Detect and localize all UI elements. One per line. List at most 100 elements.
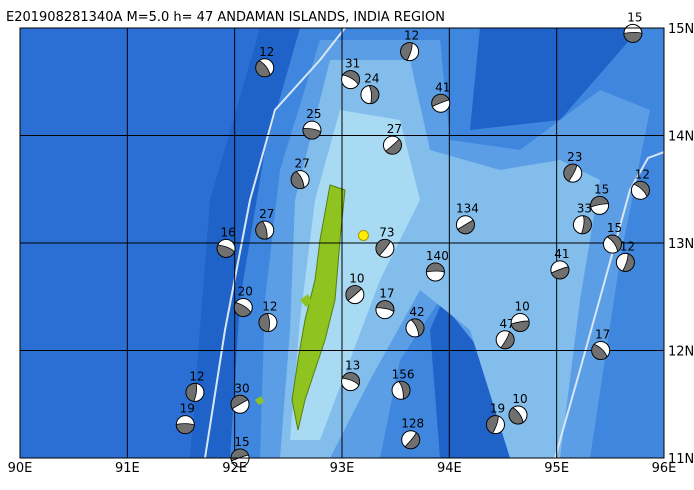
compressional-quadrant: [233, 302, 252, 317]
compressional-quadrant: [400, 42, 413, 61]
depth-label: 25: [306, 107, 321, 121]
x-tick-label: 94E: [437, 461, 462, 476]
epicenter: [357, 229, 369, 241]
compressional-quadrant: [590, 196, 609, 208]
depth-label: 10: [515, 300, 530, 314]
compressional-quadrant: [622, 253, 635, 272]
depth-label: 17: [595, 328, 610, 342]
focal-mechanism: [341, 372, 361, 392]
depth-label: 27: [387, 122, 402, 136]
focal-mechanism: [233, 298, 253, 317]
focal-mechanism: [360, 85, 380, 105]
depth-label: 15: [594, 182, 609, 196]
depth-label: 13: [345, 359, 360, 373]
compressional-quadrant: [345, 285, 363, 302]
depth-label: 30: [234, 381, 249, 395]
focal-mechanism: [345, 285, 365, 305]
compressional-quadrant: [342, 70, 360, 86]
depth-label: 12: [404, 29, 419, 43]
focal-mechanism: [255, 220, 275, 240]
focal-mechanism: [258, 313, 278, 333]
y-tick-label: 13N: [668, 237, 694, 252]
focal-mechanism: [602, 234, 622, 254]
y-tick-label: 14N: [668, 130, 694, 145]
depth-label: 16: [220, 225, 235, 239]
compressional-quadrant: [398, 380, 411, 400]
focal-mechanism: [431, 93, 451, 113]
compressional-quadrant: [290, 171, 305, 189]
focal-mechanism: [400, 42, 420, 62]
focal-mechanism: [175, 415, 195, 435]
compressional-quadrant: [216, 244, 235, 258]
focal-mechanism: [550, 260, 570, 280]
x-tick-label: 90E: [8, 461, 33, 476]
focal-mechanism: [591, 341, 611, 360]
compressional-quadrant: [185, 383, 198, 402]
depth-label: 73: [379, 225, 394, 239]
depth-label: 19: [490, 402, 505, 416]
compressional-quadrant: [341, 372, 360, 386]
x-tick-label: 93E: [330, 461, 355, 476]
depth-label: 20: [238, 285, 253, 299]
depth-label: 33: [577, 202, 592, 216]
compressional-quadrant: [302, 127, 322, 140]
map-title: E201908281340A M=5.0 h= 47 ANDAMAN ISLAN…: [6, 10, 445, 25]
focal-mechanism: [485, 415, 505, 435]
events: 15 12 12 41 31 24 27 25 27 23 15 12 33 134 16 27 73 140 15…: [175, 10, 650, 468]
focal-mechanism: [405, 318, 425, 338]
focal-mechanism: [375, 300, 395, 320]
depth-label: 17: [379, 287, 394, 301]
compressional-quadrant: [255, 220, 268, 240]
focal-mechanism: [391, 380, 411, 400]
focal-mechanism: [563, 163, 583, 183]
focal-mechanism: [455, 215, 475, 235]
depth-label: 10: [349, 272, 364, 286]
compressional-quadrant: [255, 60, 271, 78]
x-tick-label: 95E: [544, 461, 569, 476]
compressional-quadrant: [175, 423, 195, 435]
focal-mechanism: [341, 70, 361, 90]
focal-mechanism: [290, 170, 310, 190]
compressional-quadrant: [410, 318, 425, 337]
depth-label: 12: [262, 300, 277, 314]
compressional-quadrant: [258, 313, 270, 332]
depth-label: 12: [620, 239, 635, 253]
compressional-quadrant: [404, 432, 421, 450]
depth-label: 41: [435, 80, 450, 94]
compressional-quadrant: [623, 31, 643, 43]
focal-mechanism: [508, 405, 528, 425]
compressional-quadrant: [550, 266, 570, 280]
depth-label: 12: [635, 167, 650, 181]
compressional-quadrant: [508, 407, 524, 425]
focal-mechanism: [590, 195, 610, 215]
depth-label: 23: [567, 150, 582, 164]
depth-label: 12: [259, 45, 274, 59]
focal-mechanism: [630, 180, 650, 200]
y-tick-label: 15N: [668, 22, 694, 37]
compressional-quadrant: [563, 163, 578, 182]
focal-mechanism: [495, 330, 515, 350]
depth-label: 10: [512, 392, 527, 406]
focal-mechanism: [425, 262, 445, 282]
focal-mechanism: [401, 430, 421, 450]
focal-mechanism: [255, 58, 275, 78]
depth-label: 134: [456, 202, 479, 216]
compressional-quadrant: [375, 239, 391, 257]
focal-mechanism: [302, 120, 322, 140]
depth-label: 19: [180, 402, 195, 416]
depth-label: 156: [392, 367, 415, 381]
focal-mechanism: [185, 382, 205, 402]
compressional-quadrant: [633, 180, 650, 198]
compressional-quadrant: [457, 219, 475, 235]
depth-label: 42: [409, 305, 424, 319]
focal-mechanism: [510, 313, 530, 333]
depth-label: 27: [294, 157, 309, 171]
compressional-quadrant: [385, 138, 402, 155]
depth-label: 15: [627, 10, 642, 24]
focal-mechanism: [230, 394, 250, 414]
focal-mechanism: [572, 215, 592, 235]
depth-label: 15: [234, 435, 249, 449]
compressional-quadrant: [486, 415, 499, 434]
depth-label: 41: [554, 247, 569, 261]
depth-label: 15: [607, 221, 622, 235]
